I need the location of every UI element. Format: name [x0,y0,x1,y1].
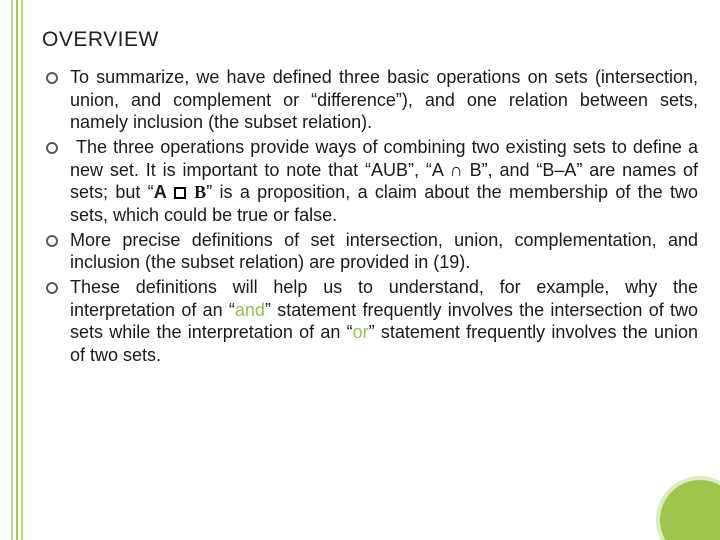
accent-word-or: or [353,322,369,342]
bold-expr-left: A [154,182,174,202]
list-item: To summarize, we have defined three basi… [42,66,698,134]
accent-word-and: and [235,300,265,320]
accent-line-3 [21,0,23,540]
slide-content: OVERVIEW To summarize, we have defined t… [42,28,698,530]
bullet-text: More precise definitions of set intersec… [70,230,698,273]
list-item: More precise definitions of set intersec… [42,229,698,274]
accent-line-1 [11,0,13,540]
accent-line-2 [16,0,18,540]
bold-expr-right: B [187,182,206,202]
placeholder-square-icon [174,187,186,199]
bullet-text: To summarize, we have defined three basi… [70,67,698,132]
list-item: The three operations provide ways of com… [42,136,698,227]
left-accent-lines [0,0,30,540]
list-item: These definitions will help us to unders… [42,276,698,367]
slide-title: OVERVIEW [42,28,698,52]
bullet-list: To summarize, we have defined three basi… [42,66,698,367]
